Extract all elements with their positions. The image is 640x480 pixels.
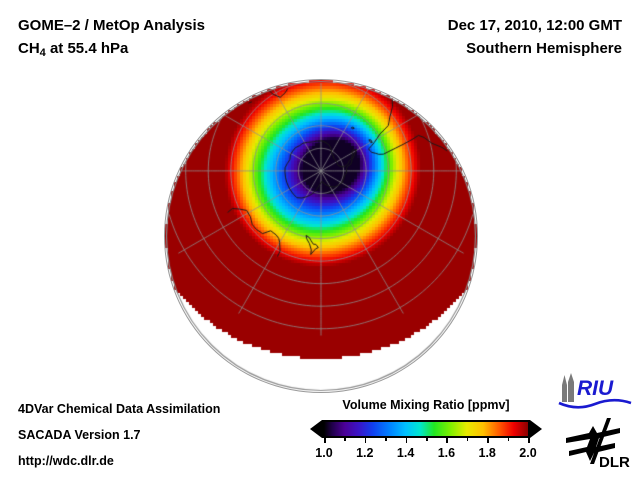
colorbar-extend-right-arrow: [530, 420, 542, 438]
colorbar-row: [310, 418, 542, 443]
riu-towers-icon: [562, 373, 574, 402]
colorbar-minor-tick: [385, 438, 387, 441]
colorbar-tick-label: 1.2: [356, 446, 374, 460]
globe-map: [165, 80, 477, 392]
species-suffix: at 55.4 hPa: [45, 40, 129, 57]
colorbar-tick: [528, 438, 530, 443]
colorbar-tick: [405, 438, 408, 443]
dlr-logo: DLR: [566, 418, 630, 470]
colorbar-minor-tick: [344, 438, 346, 441]
riu-logo: RIU: [558, 373, 632, 409]
species-prefix: CH: [18, 40, 40, 57]
datetime-label: Dec 17, 2010, 12:00 GMT: [447, 17, 622, 34]
header-right: Dec 17, 2010, 12:00 GMT Southern Hemisph…: [448, 14, 622, 60]
colorbar-minor-tick: [507, 438, 510, 441]
page-title: GOME–2 / MetOp Analysis: [18, 17, 205, 34]
riu-wave-icon: [558, 398, 632, 409]
colorbar-tick: [364, 438, 367, 443]
colorbar-minor-tick: [466, 438, 469, 441]
colorbar-tick-label: 1.0: [315, 446, 333, 460]
colorbar-minor-tick: [426, 438, 428, 441]
footer-line-version: SACADA Version 1.7: [18, 428, 141, 442]
header-left: GOME–2 / MetOp Analysis CH4 at 55.4 hPa: [18, 14, 205, 65]
colorbar-tick-label: 1.8: [478, 446, 496, 460]
hemisphere-label: Southern Hemisphere: [466, 40, 622, 57]
colorbar-tick: [324, 438, 326, 443]
species-pressure-label: CH4 at 55.4 hPa: [18, 37, 205, 65]
colorbar-gradient: [324, 422, 528, 436]
species-subscript: 4: [39, 47, 46, 59]
colorbar-tick-labels: 1.0 1.2 1.4 1.6 1.8 2.0: [315, 446, 536, 464]
colorbar-extend-left-arrow: [310, 420, 322, 438]
footer-line-url: http://wdc.dlr.de: [18, 454, 114, 468]
colorbar-gradient-bar: [322, 420, 530, 438]
riu-logo-text: RIU: [577, 377, 614, 400]
colorbar-tick: [487, 438, 489, 443]
colorbar-tick-label: 1.4: [396, 446, 415, 460]
colorbar-ticks: [322, 438, 530, 443]
colorbar: Volume Mixing Ratio [ppmv] 1.0 1.2 1.4 1.6 1…: [310, 398, 542, 464]
footer-line-method: 4DVar Chemical Data Assimilation: [18, 402, 221, 416]
colorbar-tick-label: 2.0: [519, 446, 537, 460]
colorbar-tick: [446, 438, 448, 443]
colorbar-title: Volume Mixing Ratio [ppmv]: [342, 398, 510, 412]
globe-canvas: [165, 80, 477, 392]
dlr-aircraft-icon: [566, 418, 620, 464]
dlr-logo-text: DLR: [599, 454, 630, 470]
colorbar-tick-label: 1.6: [437, 446, 456, 460]
globe-disc: [165, 80, 477, 392]
